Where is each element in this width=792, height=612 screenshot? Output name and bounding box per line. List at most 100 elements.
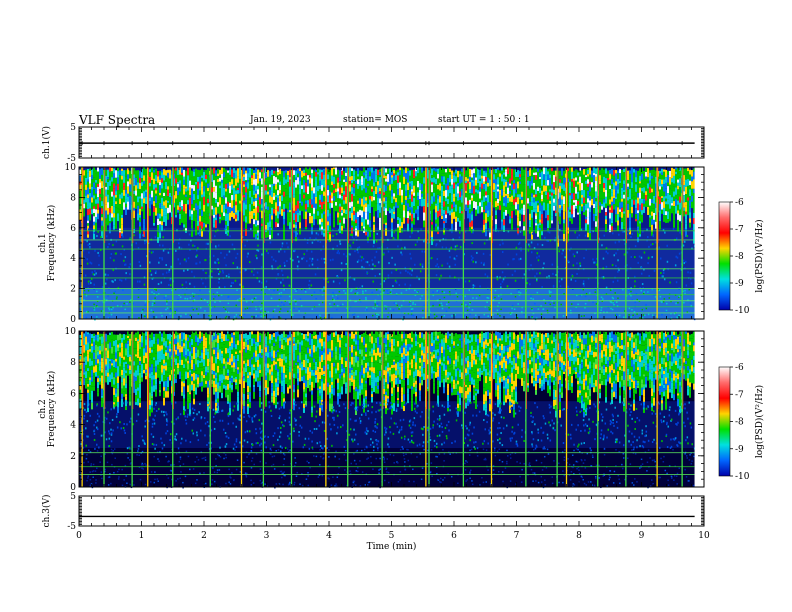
spectral-cell <box>159 224 161 228</box>
spectral-cell <box>663 278 666 281</box>
spectral-cell <box>376 305 378 307</box>
spectral-cell <box>615 169 617 174</box>
spectral-cell <box>355 207 357 213</box>
spectral-cell <box>689 185 691 190</box>
spectral-cell <box>307 200 309 208</box>
spectral-cell <box>133 234 135 237</box>
spectral-cell <box>95 203 97 210</box>
spectral-cell <box>577 181 579 185</box>
spectral-cell <box>419 167 421 171</box>
spectral-cell <box>671 190 673 193</box>
spectral-cell <box>87 234 89 238</box>
spectral-cell <box>659 295 662 298</box>
spectral-cell <box>579 206 581 215</box>
spectral-cell <box>669 170 671 178</box>
spectral-cell <box>518 258 520 261</box>
spectral-cell <box>471 214 473 221</box>
spectral-cell <box>615 301 618 303</box>
spectral-cell <box>555 195 557 200</box>
spectral-cell <box>145 240 148 243</box>
spectral-cell <box>459 183 461 192</box>
spectral-cell <box>535 175 537 180</box>
spectral-cell <box>335 205 337 212</box>
spectral-cell <box>169 197 171 205</box>
spectral-cell <box>539 179 541 185</box>
spectral-cell <box>293 194 295 198</box>
spectral-cell <box>295 214 297 223</box>
spectral-cell <box>571 171 573 180</box>
spectral-cell <box>143 183 145 192</box>
spectral-cell <box>559 204 561 209</box>
spectral-cell <box>235 175 237 179</box>
spectral-cell <box>651 203 653 209</box>
spectral-cell <box>433 168 435 171</box>
spectral-cell <box>369 220 371 228</box>
spectral-cell <box>141 185 143 194</box>
spectral-cell <box>297 217 299 222</box>
spectral-cell <box>631 182 633 189</box>
spectral-cell <box>401 202 403 205</box>
spectral-cell <box>535 223 537 226</box>
spectral-cell <box>467 175 469 179</box>
spectral-cell <box>610 307 612 310</box>
spectral-cell <box>499 190 501 195</box>
spectral-cell <box>463 253 465 256</box>
spectral-cell <box>655 247 658 250</box>
spectral-cell <box>101 220 103 226</box>
ch1-spectrogram <box>79 167 704 321</box>
spectral-cell <box>355 212 357 220</box>
spectral-cell <box>541 168 543 172</box>
spectral-cell <box>423 195 425 199</box>
spectral-cell <box>687 299 689 301</box>
spectral-cell <box>567 207 569 211</box>
spectral-cell <box>113 202 115 207</box>
spectral-cell <box>427 167 429 175</box>
spectral-cell <box>179 213 181 219</box>
spectral-cell <box>469 174 471 177</box>
spectral-cell <box>275 260 277 263</box>
spectral-cell <box>83 203 85 209</box>
spectral-cell <box>413 195 415 199</box>
spectral-cell <box>155 270 157 273</box>
spectral-cell <box>417 216 419 221</box>
spectral-cell <box>351 191 353 195</box>
chart-title: VLF Spectra <box>79 113 156 127</box>
spectral-cell <box>311 182 313 188</box>
spectral-cell <box>299 222 301 229</box>
spectral-cell <box>249 207 251 212</box>
spectral-cell <box>107 245 109 248</box>
spectral-cell <box>221 189 223 198</box>
spectral-cell <box>159 256 161 259</box>
spectral-cell <box>599 202 601 206</box>
spectral-cell <box>158 244 161 247</box>
spectral-cell <box>273 192 275 197</box>
spectral-cell <box>95 173 97 181</box>
spectral-cell <box>435 219 437 224</box>
spectral-cell <box>475 314 477 316</box>
spectral-cell <box>349 211 351 218</box>
spectral-cell <box>117 208 119 214</box>
spectral-cell <box>149 201 151 206</box>
spectral-cell <box>299 188 301 195</box>
spectral-cell <box>537 171 539 178</box>
spectral-cell <box>129 170 131 179</box>
spectral-cell <box>549 168 551 175</box>
spectral-cell <box>169 192 171 198</box>
spectral-cell <box>426 305 429 307</box>
spectral-cell <box>591 170 593 178</box>
spectral-cell <box>200 298 203 300</box>
spectral-cell <box>642 314 645 316</box>
spectral-cell <box>574 280 577 283</box>
spectral-cell <box>289 309 292 311</box>
spectral-cell <box>210 306 213 309</box>
spectral-cell <box>225 264 227 267</box>
spectral-cell <box>349 198 351 203</box>
spectral-cell <box>475 179 477 186</box>
spectral-cell <box>468 289 471 291</box>
spectral-cell <box>303 316 306 318</box>
spectral-cell <box>259 186 261 191</box>
spectral-cell <box>579 214 581 222</box>
spectral-cell <box>126 303 128 305</box>
spectral-cell <box>517 233 519 236</box>
spectral-cell <box>655 197 657 203</box>
